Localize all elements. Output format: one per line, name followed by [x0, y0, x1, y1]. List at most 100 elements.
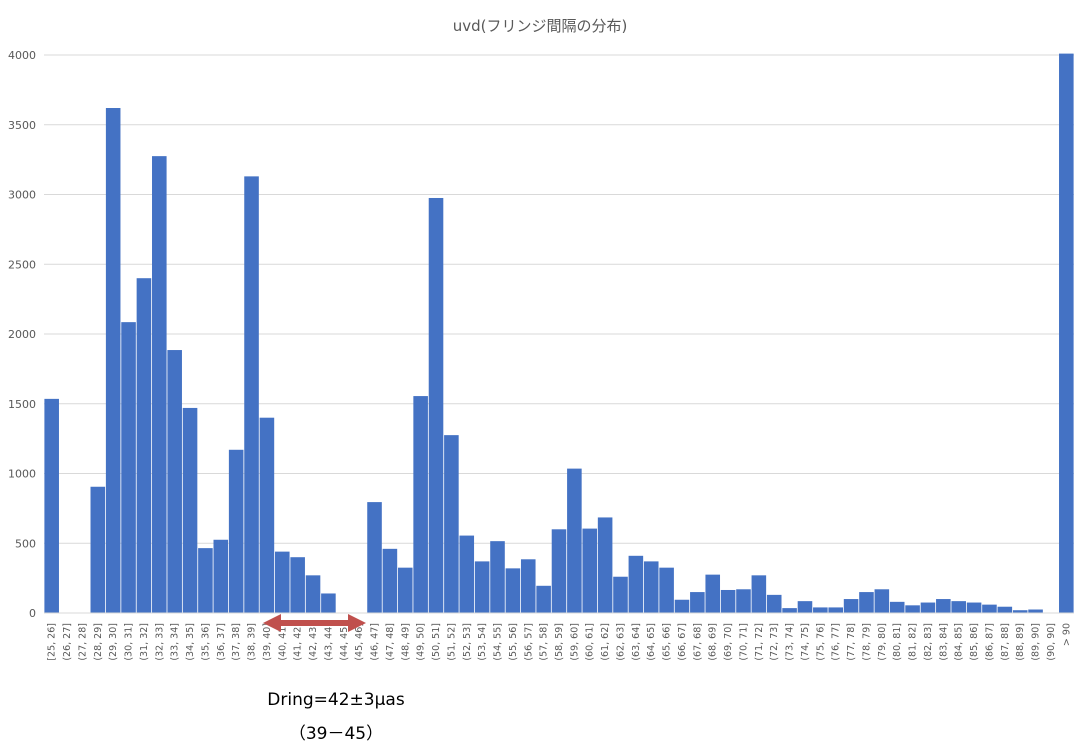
annotation-line-1: Dring=42±3μas	[267, 690, 405, 710]
x-tick-label: (85, 86]	[969, 623, 980, 661]
bar	[321, 593, 336, 613]
bar	[551, 529, 567, 613]
x-tick-label: (38, 39]	[247, 623, 258, 661]
x-tick-label: (87, 88]	[1000, 623, 1011, 661]
bar	[997, 606, 1013, 613]
x-tick-label: (33, 34]	[170, 623, 181, 661]
x-tick-label: (42, 43]	[308, 623, 319, 661]
bar	[674, 599, 690, 613]
bar	[520, 559, 536, 613]
x-tick-label: (71, 72]	[754, 623, 765, 661]
x-tick-label: (27, 28]	[77, 623, 88, 661]
bar	[228, 449, 244, 613]
x-axis-ticks: [25, 26] (26, 27] (27, 28] (28, 29] (29, 30]…	[47, 623, 1073, 661]
x-tick-label: (80, 81]	[892, 623, 903, 661]
bar	[567, 468, 582, 613]
x-tick-label: (66, 67]	[677, 623, 688, 661]
bar	[290, 557, 305, 613]
x-tick-label: (44, 45]	[339, 623, 350, 661]
x-tick-label: (31, 32]	[139, 623, 150, 661]
y-tick-label: 1000	[8, 468, 36, 481]
y-tick-label: 4000	[8, 49, 36, 62]
x-tick-label: (53, 54]	[477, 623, 488, 661]
y-tick-label: 0	[29, 607, 36, 620]
x-tick-label: (83, 84]	[938, 623, 949, 661]
x-tick-label: (45, 46]	[354, 623, 365, 661]
x-tick-label: (82, 83]	[923, 623, 934, 661]
x-tick-label: (61, 62]	[600, 623, 611, 661]
range-arrow	[263, 614, 366, 632]
bar	[136, 278, 152, 613]
y-tick-label: 2500	[8, 258, 36, 271]
bar	[367, 502, 382, 613]
x-tick-label: (56, 57]	[523, 623, 534, 661]
x-tick-label: (40, 41]	[277, 623, 288, 661]
bar	[428, 197, 444, 614]
bar	[152, 156, 167, 613]
x-tick-label: (90, 90]	[1046, 623, 1057, 661]
x-tick-label: (35, 36]	[200, 623, 211, 661]
x-tick-label: (29, 30]	[108, 623, 119, 661]
x-tick-label: (65, 66]	[662, 623, 673, 661]
x-tick-label: (60, 61]	[585, 623, 596, 661]
bar	[751, 575, 767, 613]
y-tick-label: 3000	[8, 189, 36, 202]
bar	[597, 517, 613, 613]
bar	[490, 541, 505, 613]
y-tick-label: 1500	[8, 398, 36, 411]
bar	[44, 398, 59, 613]
bar	[920, 602, 936, 613]
x-tick-label: (88, 89]	[1015, 623, 1026, 661]
x-tick-label: (62, 63]	[615, 623, 626, 661]
x-tick-label: (89, 90]	[1031, 623, 1042, 661]
bar	[536, 585, 551, 613]
x-tick-label: (58, 59]	[554, 623, 565, 661]
bar	[182, 407, 198, 613]
x-tick-label: (50, 51]	[431, 623, 442, 661]
bar	[382, 548, 398, 613]
y-tick-label: 500	[15, 537, 36, 550]
bar	[105, 108, 121, 613]
x-tick-label: (72, 73]	[769, 623, 780, 661]
x-tick-label: (41, 42]	[293, 623, 304, 661]
x-tick-label: [25, 26]	[47, 623, 58, 661]
bar	[259, 417, 275, 613]
y-tick-label: 2000	[8, 328, 36, 341]
x-tick-label: (37, 38]	[231, 623, 242, 661]
x-tick-label: (34, 35]	[185, 623, 196, 661]
annotation-line-2: （39－45）	[288, 724, 384, 744]
bar	[797, 601, 813, 613]
x-tick-label: (49, 50]	[416, 623, 427, 661]
bar	[736, 589, 751, 613]
bar	[628, 555, 644, 613]
bar	[966, 602, 982, 613]
bar	[828, 607, 844, 613]
bar	[444, 435, 459, 613]
x-tick-label: (47, 48]	[385, 623, 396, 661]
bar	[90, 486, 106, 613]
x-tick-label: (69, 70]	[723, 623, 734, 661]
bars	[44, 53, 1074, 614]
x-tick-label: (64, 65]	[646, 623, 657, 661]
x-tick-label: (67, 68]	[692, 623, 703, 661]
y-tick-label: 3500	[8, 119, 36, 132]
x-tick-label: (43, 44]	[323, 623, 334, 661]
x-tick-label: (57, 58]	[539, 623, 550, 661]
bar	[213, 539, 229, 613]
bar	[982, 604, 997, 613]
bar	[413, 396, 428, 613]
bar	[1028, 609, 1043, 613]
x-tick-label: (55, 56]	[508, 623, 519, 661]
bar	[659, 567, 674, 613]
bar	[951, 601, 966, 613]
bar	[859, 592, 874, 613]
x-tick-label: (75, 76]	[815, 623, 826, 661]
x-tick-label: (48, 49]	[400, 623, 411, 661]
x-tick-label: (84, 85]	[954, 623, 965, 661]
x-tick-label: (46, 47]	[370, 623, 381, 661]
bar	[905, 605, 920, 613]
x-tick-label: (68, 69]	[708, 623, 719, 661]
bar	[397, 567, 413, 613]
x-tick-label: (36, 37]	[216, 623, 227, 661]
x-tick-label: (54, 55]	[493, 623, 504, 661]
